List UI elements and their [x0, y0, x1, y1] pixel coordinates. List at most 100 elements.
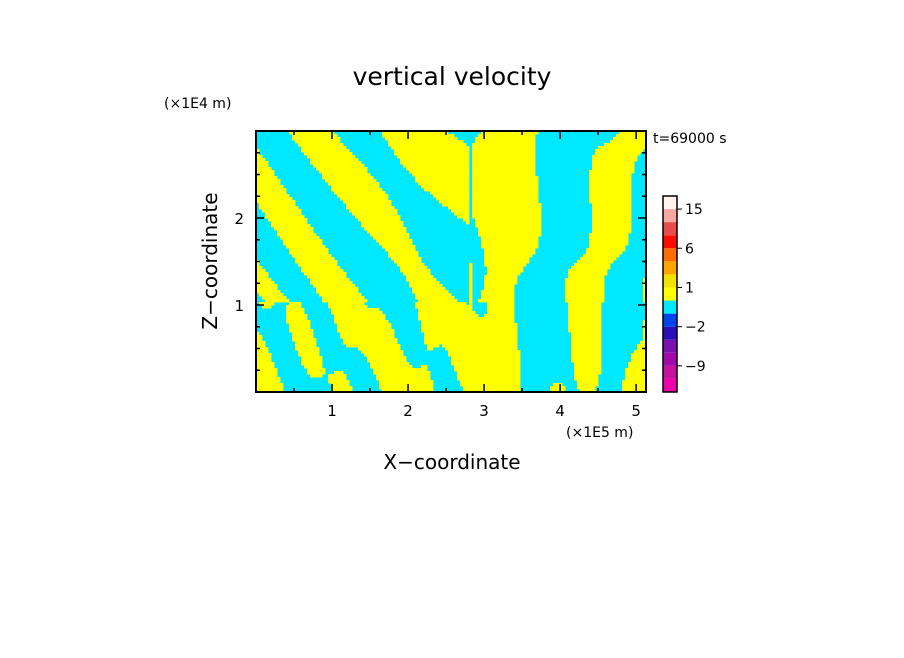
- positive-velocity-cell: [331, 308, 380, 312]
- positive-velocity-cell: [286, 305, 302, 309]
- positive-velocity-cell: [256, 179, 281, 183]
- positive-velocity-cell: [256, 344, 266, 348]
- positive-velocity-cell: [352, 212, 398, 216]
- positive-velocity-cell: [592, 215, 632, 219]
- positive-velocity-cell: [469, 275, 473, 279]
- y-scale-note: (×1E4 m): [164, 96, 231, 112]
- positive-velocity-cell: [565, 284, 605, 288]
- positive-velocity-cell: [307, 368, 326, 372]
- positive-velocity-cell: [565, 287, 605, 291]
- colorbar-swatch: [663, 222, 677, 236]
- positive-velocity-cell: [643, 293, 646, 297]
- positive-velocity-cell: [640, 341, 646, 345]
- positive-velocity-cell: [256, 389, 284, 392]
- positive-velocity-cell: [286, 317, 308, 321]
- positive-velocity-cell: [388, 254, 419, 258]
- positive-velocity-cell: [286, 245, 326, 249]
- positive-velocity-cell: [568, 314, 602, 318]
- positive-velocity-cell: [391, 257, 422, 261]
- positive-velocity-cell: [343, 341, 398, 345]
- positive-velocity-cell: [256, 338, 263, 342]
- positive-velocity-cell: [304, 272, 347, 276]
- positive-velocity-cell: [400, 161, 470, 165]
- positive-velocity-cell: [292, 134, 338, 138]
- positive-velocity-cell: [448, 350, 521, 354]
- positive-velocity-cell: [481, 236, 539, 240]
- positive-velocity-cell: [328, 302, 365, 306]
- positive-velocity-cell: [592, 227, 632, 231]
- positive-velocity-cell: [589, 191, 632, 195]
- positive-velocity-cell: [286, 320, 311, 324]
- positive-velocity-cell: [295, 257, 335, 261]
- positive-velocity-cell: [256, 362, 275, 366]
- positive-velocity-cell: [487, 266, 524, 270]
- positive-velocity-cell: [256, 275, 269, 279]
- positive-velocity-cell: [289, 131, 335, 135]
- heatmap-stripes: [256, 131, 646, 392]
- positive-velocity-cell: [565, 290, 605, 294]
- positive-velocity-cell: [475, 140, 536, 144]
- positive-velocity-cell: [403, 164, 470, 168]
- positive-velocity-cell: [592, 167, 635, 171]
- positive-velocity-cell: [484, 257, 530, 261]
- positive-velocity-cell: [571, 266, 611, 270]
- positive-velocity-cell: [472, 203, 542, 207]
- positive-velocity-cell: [361, 224, 404, 228]
- positive-velocity-cell: [586, 251, 623, 255]
- positive-velocity-cell: [589, 170, 635, 174]
- positive-velocity-cell: [469, 278, 473, 282]
- positive-velocity-cell: [631, 356, 646, 360]
- positive-velocity-cell: [451, 362, 521, 366]
- positive-velocity-cell: [313, 164, 365, 168]
- colorbar-swatch: [663, 235, 677, 249]
- positive-velocity-cell: [265, 212, 302, 216]
- positive-velocity-cell: [277, 230, 314, 234]
- positive-velocity-cell: [595, 149, 644, 153]
- positive-velocity-cell: [472, 215, 542, 219]
- positive-velocity-cell: [370, 365, 413, 369]
- positive-velocity-cell: [259, 203, 296, 207]
- positive-velocity-cell: [553, 383, 563, 387]
- positive-velocity-cell: [484, 260, 530, 264]
- positive-velocity-cell: [448, 353, 521, 357]
- positive-velocity-cell: [265, 215, 305, 219]
- positive-velocity-cell: [568, 308, 602, 312]
- positive-velocity-cell: [643, 278, 646, 282]
- positive-velocity-cell: [292, 338, 317, 342]
- positive-velocity-cell: [379, 383, 434, 387]
- colorbar: 15 6 1 −2 −9: [662, 195, 706, 393]
- positive-velocity-cell: [388, 251, 419, 255]
- positive-velocity-cell: [256, 386, 284, 390]
- positive-velocity-cell: [421, 326, 518, 330]
- positive-velocity-cell: [286, 308, 305, 312]
- positive-velocity-cell: [478, 233, 542, 237]
- positive-velocity-cell: [259, 293, 284, 297]
- positive-velocity-cell: [256, 281, 275, 285]
- positive-velocity-cell: [379, 386, 434, 390]
- positive-velocity-cell: [325, 179, 377, 183]
- positive-velocity-cell: [568, 275, 605, 279]
- positive-velocity-cell: [256, 347, 269, 351]
- positive-velocity-cell: [304, 365, 323, 369]
- positive-velocity-cell: [592, 161, 635, 165]
- positive-velocity-cell: [403, 272, 431, 276]
- positive-velocity-cell: [391, 146, 470, 150]
- positive-velocity-cell: [256, 188, 287, 192]
- positive-velocity-cell: [256, 185, 284, 189]
- colorbar-swatch: [663, 274, 677, 288]
- positive-velocity-cell: [643, 338, 646, 342]
- positive-velocity-cell: [256, 350, 269, 354]
- positive-velocity-cell: [568, 320, 602, 324]
- positive-velocity-cell: [256, 263, 260, 267]
- positive-velocity-cell: [256, 161, 269, 165]
- positive-velocity-cell: [415, 293, 452, 297]
- positive-velocity-cell: [295, 260, 338, 264]
- positive-velocity-cell: [259, 206, 299, 210]
- positive-velocity-cell: [550, 386, 566, 390]
- positive-velocity-cell: [340, 335, 395, 339]
- positive-velocity-cell: [259, 302, 275, 306]
- positive-velocity-cell: [454, 368, 521, 372]
- positive-velocity-cell: [589, 236, 629, 240]
- positive-velocity-cell: [484, 281, 518, 285]
- positive-velocity-cell: [589, 176, 632, 180]
